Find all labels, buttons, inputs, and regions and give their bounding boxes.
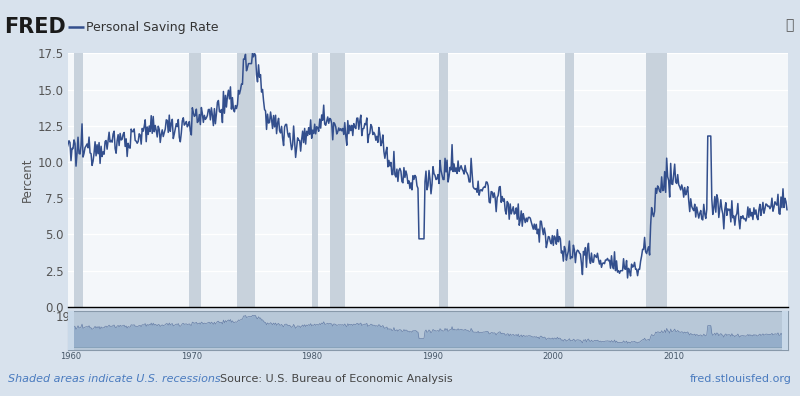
Bar	[565, 53, 574, 307]
Bar	[646, 53, 667, 307]
Bar	[68, 311, 74, 350]
Y-axis label: Percent: Percent	[21, 158, 34, 202]
Bar	[438, 53, 447, 307]
Text: Personal Saving Rate: Personal Saving Rate	[86, 21, 219, 34]
Bar	[189, 53, 201, 307]
Text: FRED: FRED	[4, 17, 66, 37]
Bar	[330, 53, 345, 307]
Bar	[74, 53, 83, 307]
Bar	[782, 311, 788, 350]
Bar	[312, 53, 318, 307]
Text: Source: U.S. Bureau of Economic Analysis: Source: U.S. Bureau of Economic Analysis	[220, 374, 452, 384]
Text: Shaded areas indicate U.S. recessions: Shaded areas indicate U.S. recessions	[8, 374, 221, 384]
Bar	[237, 53, 254, 307]
Text: ⛶: ⛶	[786, 18, 794, 32]
Text: fred.stlouisfed.org: fred.stlouisfed.org	[690, 374, 792, 384]
